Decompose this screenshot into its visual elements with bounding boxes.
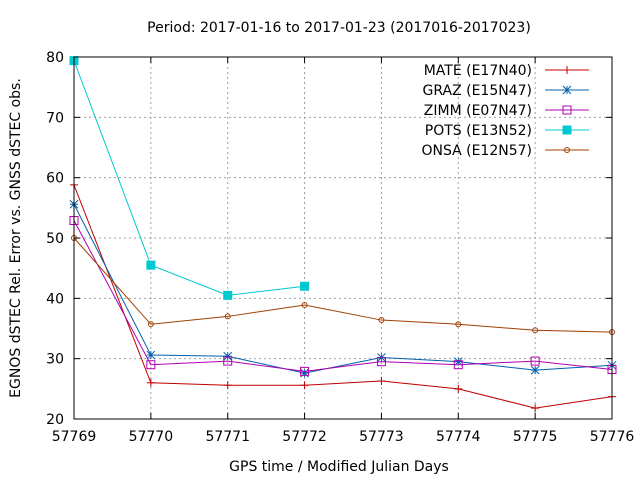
data-point [530,356,540,366]
series-zimm [69,216,617,376]
x-tick-label: 57776 [590,429,635,445]
data-point [147,321,154,328]
legend-label: MATE (E17N40) [424,63,532,79]
data-point [455,321,462,328]
series-onsa [71,235,615,336]
legend-marker [563,66,571,74]
axis-ticks: 57769 57770 57771 57772 57773 57774 57775 57776… [46,50,634,445]
data-point [378,317,385,324]
series-mate [70,180,616,413]
data-point [146,260,156,270]
x-tick-label: 57771 [205,429,250,445]
data-point [223,381,232,390]
data-point [376,357,386,367]
legend-entry: MATE (E17N40) [424,63,589,79]
series-line [73,60,305,296]
chart-title: Period: 2017-01-16 to 2017-01-23 (201701… [147,20,531,36]
y-axis-label: EGNOS dSTEC Rel. Error vs. GNSS dSTEC ob… [8,78,24,398]
data-point [532,327,539,334]
series-line [73,203,613,374]
x-tick-label: 57773 [359,429,404,445]
x-tick-label: 57775 [513,429,558,445]
y-tick-label: 40 [46,291,64,307]
data-point [454,384,463,393]
data-point [377,376,386,385]
legend-entry: POTS (E13N52) [425,123,589,139]
data-point [453,357,463,367]
data-point [223,356,233,366]
series-line [73,220,613,372]
y-tick-label: 70 [46,110,64,126]
data-point [300,381,309,390]
legend-marker [564,147,570,153]
legend-label: ONSA (E12N57) [421,143,532,159]
y-tick-label: 60 [46,171,64,187]
x-tick-label: 57769 [52,429,97,445]
data-point [223,351,233,361]
x-tick-label: 57774 [436,429,481,445]
series-line [73,237,613,333]
data-point [146,360,156,370]
x-tick-label: 57770 [129,429,174,445]
legend: MATE (E17N40) GRAZ (E15N47) ZIMM (E07N47) P… [421,63,589,159]
data-point [146,350,156,360]
legend-marker [562,105,572,115]
legend-label: POTS (E13N52) [425,123,532,139]
data-point [300,281,310,291]
data-point [530,365,540,375]
y-tick-label: 80 [46,50,64,66]
x-axis-label: GPS time / Modified Julian Days [229,459,449,475]
data-point [531,404,540,413]
series-line [73,184,613,409]
series-graz [69,199,617,378]
legend-entry: ZIMM (E07N47) [424,103,589,119]
data-point [300,368,309,378]
data-point [301,301,308,308]
legend-label: ZIMM (E07N47) [424,103,532,119]
legend-entry: GRAZ (E15N47) [423,83,589,99]
data-point [146,378,155,387]
data-point [224,313,231,320]
legend-label: GRAZ (E15N47) [423,83,533,99]
legend-marker [562,125,572,135]
y-tick-label: 50 [46,231,64,247]
data-point [300,366,310,376]
legend-marker [562,85,572,95]
legend-entry: ONSA (E12N57) [421,143,589,159]
y-tick-label: 30 [46,352,64,368]
y-tick-label: 20 [46,412,64,428]
data-point [223,290,233,300]
data-point [453,360,463,370]
x-tick-label: 57772 [282,429,327,445]
